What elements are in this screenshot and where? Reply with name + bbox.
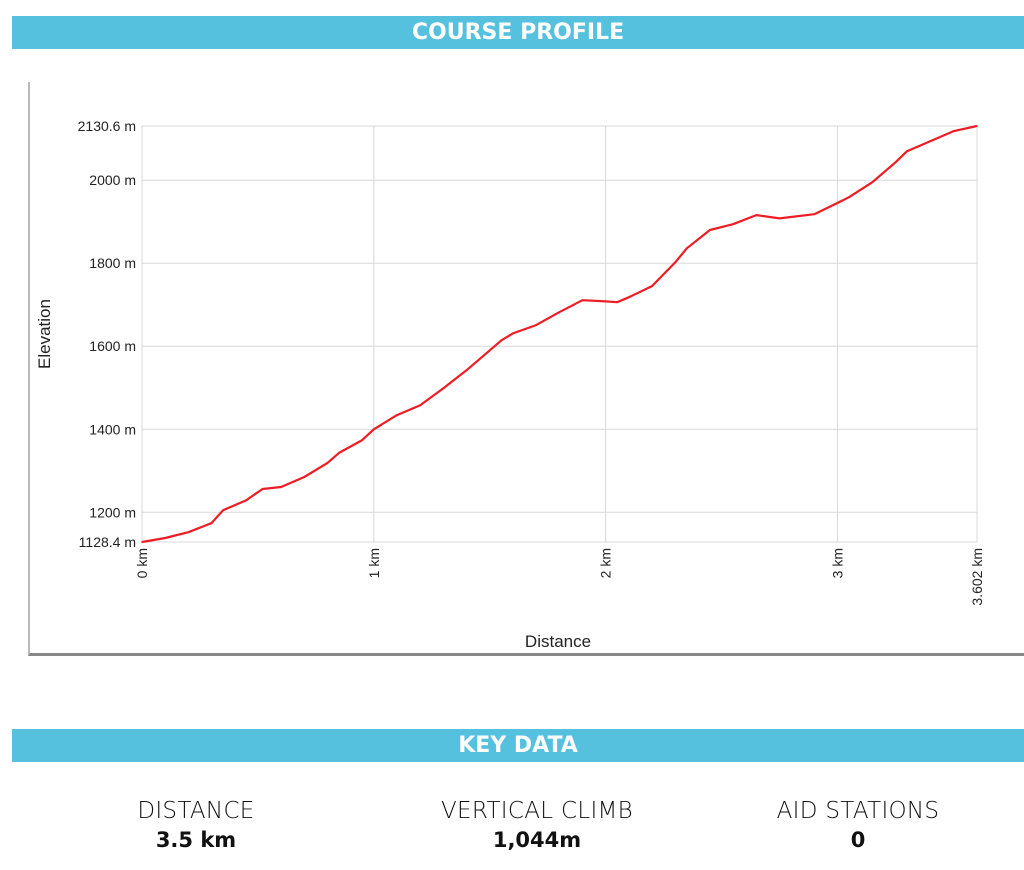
elevation-point — [222, 509, 224, 512]
course-profile-banner: COURSE PROFILE — [12, 16, 1024, 49]
x-tick-label: 1 km — [366, 548, 382, 578]
elevation-point — [210, 522, 213, 524]
elevation-point — [303, 476, 306, 478]
elevation-point — [952, 130, 955, 133]
elevation-point — [396, 414, 398, 416]
x-tick-label: 0 km — [134, 548, 150, 578]
elevation-point — [929, 140, 931, 142]
elevation-point — [361, 439, 364, 441]
elevation-point — [836, 202, 839, 204]
elevation-point — [465, 369, 468, 372]
elevation-point — [709, 229, 711, 231]
elevation-point — [604, 300, 607, 303]
elevation-line — [141, 124, 978, 544]
elevation-point — [651, 285, 653, 287]
y-tick-label: 1128.4 m — [79, 534, 136, 550]
elevation-point — [685, 247, 688, 250]
elevation-point — [338, 452, 340, 454]
elevation-point — [674, 261, 676, 264]
elevation-point — [755, 214, 758, 216]
elevation-point — [535, 324, 537, 326]
stat-label: DISTANCE — [137, 798, 255, 824]
elevation-point — [894, 161, 897, 164]
stat-label: AID STATIONS — [776, 798, 940, 824]
y-tick-label: 2130.6 m — [78, 118, 136, 134]
elevation-point — [732, 223, 734, 226]
x-tick-label: 3.602 km — [969, 548, 985, 606]
y-tick-label: 1400 m — [89, 421, 136, 437]
elevation-point — [261, 488, 264, 490]
stat-aid-stations: AID STATIONS 0 — [728, 798, 988, 852]
x-axis-label: Distance — [525, 632, 591, 651]
elevation-point — [419, 404, 421, 406]
elevation-point — [373, 428, 375, 431]
y-tick-label: 1600 m — [89, 338, 136, 354]
elevation-point — [500, 339, 503, 342]
x-tick-label: 3 km — [829, 548, 845, 578]
elevation-point — [628, 296, 630, 299]
stat-value: 1,044m — [492, 828, 582, 852]
elevation-point — [141, 541, 143, 543]
elevation-point — [187, 531, 190, 534]
elevation-point — [280, 486, 282, 488]
elevation-point — [848, 196, 850, 199]
elevation-point — [164, 537, 166, 539]
y-tick-label: 2000 m — [89, 172, 136, 188]
y-axis-label: Elevation — [35, 299, 54, 369]
elevation-point — [488, 349, 491, 352]
elevation-point — [442, 387, 445, 389]
elevation-point — [906, 150, 908, 152]
elevation-point — [512, 332, 514, 335]
elevation-point — [871, 181, 874, 184]
stat-vertical-climb: VERTICAL CLIMB 1,044m — [407, 798, 667, 852]
stat-label: VERTICAL CLIMB — [440, 798, 634, 824]
stat-value: 3.5 km — [155, 828, 237, 852]
elevation-point — [581, 299, 584, 301]
stat-distance: DISTANCE 3.5 km — [66, 798, 326, 852]
elevation-point — [326, 462, 329, 464]
y-tick-label: 1200 m — [89, 504, 136, 520]
elevation-point — [616, 301, 619, 304]
elevation-point — [976, 125, 978, 127]
key-data-banner: KEY DATA — [12, 729, 1024, 762]
y-tick-label: 1800 m — [89, 255, 136, 271]
elevation-point — [813, 213, 816, 216]
stat-value: 0 — [850, 828, 866, 852]
elevation-chart: 1128.4 m 1200 m 1400 m 1600 m 1800 m 2000 m 21… — [35, 118, 985, 651]
x-tick-label: 2 km — [598, 548, 614, 578]
elevation-chart-frame — [28, 82, 1024, 656]
elevation-point — [778, 217, 781, 220]
elevation-point — [558, 311, 561, 314]
elevation-point — [245, 499, 248, 502]
